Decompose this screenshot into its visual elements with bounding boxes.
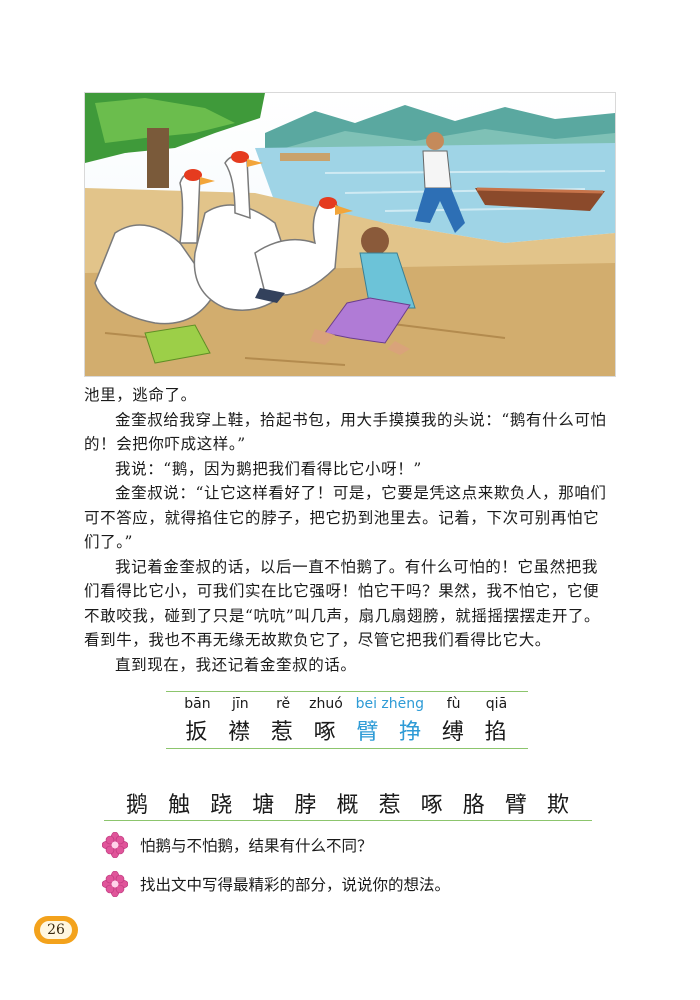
flower-icon [102,871,128,897]
vocab-char: 啄 [313,720,338,745]
write-char: 惹 [378,793,402,818]
pinyin-item: bān [184,696,211,712]
paragraph-4: 金奎叔说：“让它这样看好了！可是，它要是凭这点来欺负人，那咱们可不答应，就得掐住… [84,484,607,551]
question-1: 怕鹅与不怕鹅，结果有什么不同？ [102,832,373,858]
vocab-char-row: 扳 襟 惹 啄 臂 挣 缚 掐 [166,714,528,746]
flower-icon [102,832,128,858]
write-char: 跷 [210,793,234,818]
paragraph-5: 我记着金奎叔的话，以后一直不怕鹅了。有什么可怕的！它虽然把我们看得比它小，可我们… [84,557,601,650]
story-illustration [84,92,616,377]
pinyin-item: rě [276,696,291,712]
page-number-badge: 26 [34,916,78,944]
vocab-char: 襟 [228,720,253,745]
geese-chasing-boy-illustration [85,93,615,376]
write-char: 概 [336,793,360,818]
write-char: 啄 [420,793,444,818]
write-char: 臂 [504,793,528,818]
write-char: 塘 [252,793,276,818]
paragraph-2: 金奎叔给我穿上鞋，拾起书包，用大手摸摸我的头说：“鹅有什么可怕的！会把你吓成这样… [84,410,607,454]
writing-characters: 鹅 触 跷 塘 脖 概 惹 啄 胳 臂 欺 [104,787,592,821]
vocab-char: 惹 [270,720,295,745]
question-text: 怕鹅与不怕鹅，结果有什么不同？ [140,837,373,855]
vocab-pinyin-box: bān jīn rě zhuó bei zhēng fù qiā 扳 襟 惹 啄… [166,691,528,749]
question-2: 找出文中写得最精彩的部分，说说你的想法。 [102,871,450,897]
pinyin-item: qiā [485,696,508,712]
write-char: 胳 [462,793,486,818]
question-text: 找出文中写得最精彩的部分，说说你的想法。 [140,876,451,894]
paragraph-3: 我说：“鹅，因为鹅把我们看得比它小呀！” [115,459,422,478]
vocab-char: 掐 [484,720,509,745]
pinyin-row: bān jīn rě zhuó bei zhēng fù qiā [166,696,528,712]
paragraph-6: 直到现在，我还记着金奎叔的话。 [115,655,357,674]
story-text: 池里，逃命了。 金奎叔给我穿上鞋，拾起书包，用大手摸摸我的头说：“鹅有什么可怕的… [84,383,614,677]
vocab-char: 扳 [185,720,210,745]
pinyin-item: jīn [231,696,249,712]
vocab-char-highlight: 臂 [356,720,381,745]
vocab-char-highlight: 挣 [399,720,424,745]
write-char: 触 [168,793,192,818]
write-char: 欺 [546,793,570,818]
write-char: 脖 [294,793,318,818]
pinyin-item: fù [446,696,461,712]
vocab-char: 缚 [441,720,466,745]
write-char: 鹅 [126,793,150,818]
pinyin-item-highlight: bei zhēng [355,696,425,712]
page-number: 26 [40,921,72,939]
paragraph-1: 池里，逃命了。 [84,386,197,404]
pinyin-item: zhuó [309,696,343,712]
